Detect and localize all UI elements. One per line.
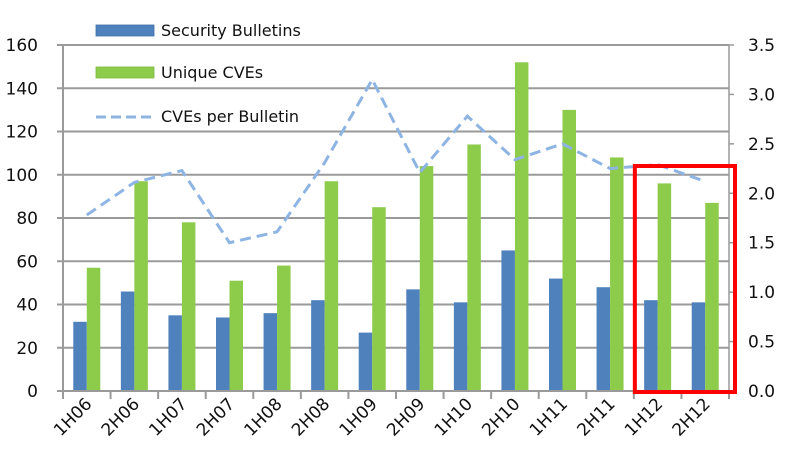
x-tick-label: 1H08 [240, 394, 286, 440]
x-tick-label: 2H08 [288, 394, 334, 440]
legend-label-unique-cves: Unique CVEs [161, 63, 263, 82]
bar-unique-cves [562, 109, 576, 391]
bar-unique-cves [134, 181, 148, 391]
legend-label-security-bulletins: Security Bulletins [161, 21, 301, 40]
x-tick-label: 1H12 [621, 394, 667, 440]
bar-security-bulletins [406, 289, 420, 391]
x-tick-label: 2H12 [669, 394, 715, 440]
y-tick-label: 100 [6, 166, 38, 186]
bar-unique-cves [277, 265, 291, 391]
bar-security-bulletins [216, 317, 230, 391]
bar-security-bulletins [168, 315, 182, 391]
y2-tick-label: 1.5 [748, 234, 775, 254]
y-tick-label: 60 [16, 252, 38, 272]
bars [73, 62, 719, 392]
y-tick-label: 160 [6, 36, 38, 56]
bar-unique-cves [467, 144, 481, 391]
gridlines [63, 44, 729, 392]
y-tick-label: 120 [6, 123, 38, 143]
y2-tick-label: 3.0 [748, 85, 775, 105]
bar-security-bulletins [644, 300, 658, 391]
y2-tick-label: 2.0 [748, 184, 775, 204]
y-tick-label: 0 [27, 382, 38, 402]
legend-swatch-unique-cves [95, 66, 155, 79]
bar-security-bulletins [120, 291, 135, 391]
bar-security-bulletins [263, 313, 278, 391]
bar-unique-cves [229, 280, 243, 391]
bar-unique-cves [372, 207, 386, 391]
x-tick-label: 1H09 [336, 394, 382, 440]
x-tick-label: 2H11 [573, 394, 619, 440]
y2-tick-label: 0.0 [748, 382, 775, 402]
y2-tick-label: 3.5 [748, 36, 775, 56]
legend-swatch-security-bulletins [95, 24, 155, 37]
y-tick-label: 20 [16, 339, 38, 359]
bar-unique-cves [657, 183, 672, 391]
x-tick-label: 1H06 [50, 394, 96, 440]
bar-unique-cves [181, 222, 196, 391]
x-tick-label: 2H07 [193, 394, 239, 440]
axes [62, 45, 730, 399]
y-axis-left-ticks: 0 20 40 60 80 100 120 140 160 [6, 36, 63, 402]
y-tick-label: 40 [16, 296, 38, 316]
legend-label-cves-per-bulletin: CVEs per Bulletin [161, 107, 299, 126]
y-axis-right-ticks: 0.0 0.5 1.0 1.5 2.0 2.5 3.0 3.5 [729, 36, 775, 402]
bar-unique-cves [419, 166, 434, 391]
bar-security-bulletins [549, 278, 563, 391]
bar-security-bulletins [596, 287, 611, 391]
bar-security-bulletins [358, 332, 373, 391]
x-tick-label: 1H10 [431, 394, 477, 440]
bar-security-bulletins [691, 302, 706, 391]
y-tick-label: 80 [16, 209, 38, 229]
bar-unique-cves [514, 62, 529, 392]
x-axis-ticks: 1H06 2H06 1H07 2H07 1H08 2H08 1H09 2H09 1H10 2H10… [50, 391, 730, 441]
bar-unique-cves [610, 157, 624, 391]
bar-security-bulletins [73, 321, 87, 391]
bar-security-bulletins [453, 302, 468, 391]
y-tick-label: 140 [6, 79, 38, 99]
x-tick-label: 1H07 [145, 394, 191, 440]
y2-tick-label: 0.5 [748, 333, 775, 353]
cves-per-bulletin-line [85, 76, 706, 245]
bar-unique-cves [705, 202, 719, 391]
y2-tick-label: 1.0 [748, 283, 775, 303]
line-cves-per-bulletin [85, 76, 706, 245]
x-tick-label: 2H10 [478, 394, 524, 440]
x-tick-label: 2H09 [383, 394, 429, 440]
x-tick-label: 2H06 [98, 394, 144, 440]
y2-tick-label: 2.5 [748, 135, 775, 155]
bar-unique-cves [86, 267, 101, 391]
bar-security-bulletins [501, 250, 515, 391]
bar-security-bulletins [311, 300, 325, 391]
x-tick-label: 1H11 [526, 394, 572, 440]
highlight-box [632, 164, 737, 394]
legend: Security Bulletins Unique CVEs CVEs per … [95, 21, 301, 126]
bar-unique-cves [324, 181, 339, 391]
